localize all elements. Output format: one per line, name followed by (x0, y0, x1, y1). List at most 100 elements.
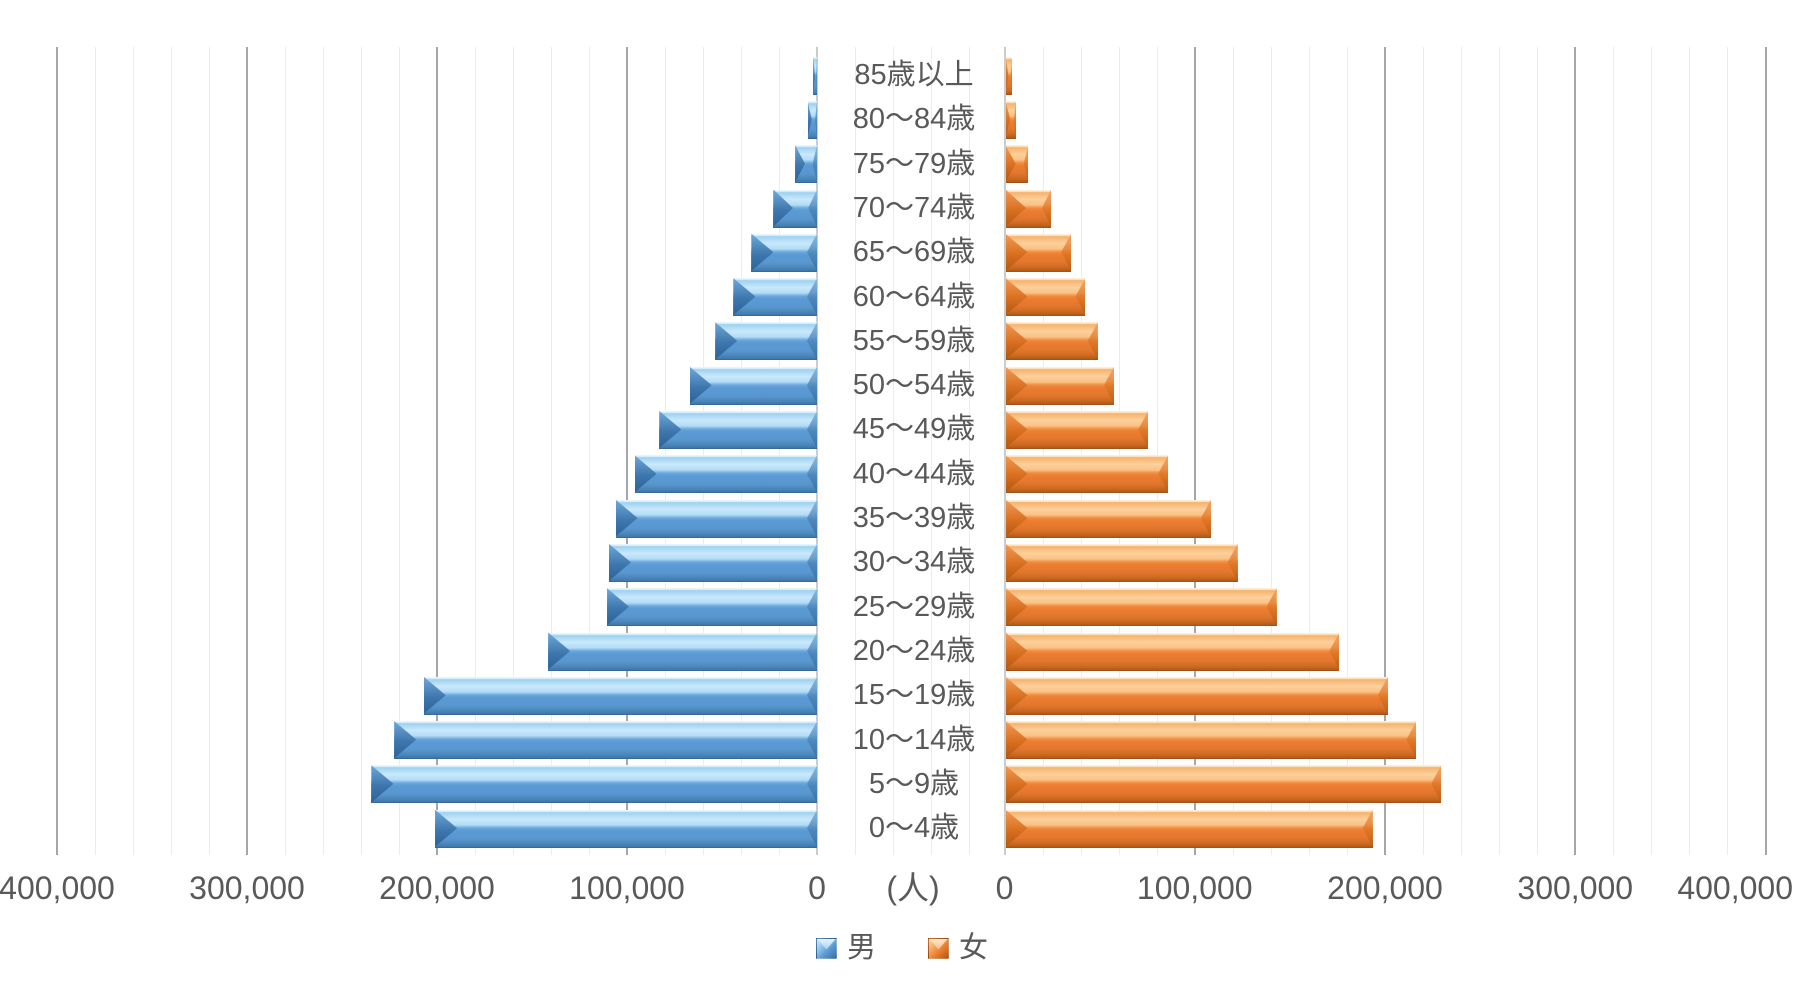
minor-gridline (1689, 47, 1691, 855)
major-gridline (1764, 47, 1767, 855)
major-gridline (1193, 47, 1196, 855)
male-bar-base-bevel (806, 233, 817, 271)
minor-gridline (323, 47, 324, 855)
male-bar (689, 366, 817, 405)
male-bar (548, 632, 817, 671)
male-bar-base-bevel (806, 455, 817, 493)
male-bar-base-bevel (806, 632, 817, 670)
female-bar-end-bevel (1087, 322, 1098, 360)
female-bar-end-bevel (1010, 56, 1013, 94)
male-bar-end-bevel (371, 765, 394, 803)
female-bar-base-bevel (1005, 56, 1009, 94)
legend-label: 男 (846, 932, 876, 964)
female-bar-end-bevel (1406, 721, 1417, 759)
male-bar (435, 809, 817, 848)
male-bar-end-bevel (751, 233, 774, 271)
category-label: 50〜54歳 (852, 369, 976, 402)
male-bar (773, 189, 817, 228)
minor-gridline (779, 47, 780, 855)
male-bar-base-bevel (812, 145, 817, 183)
male-bar (813, 56, 817, 95)
category-label: 55〜59歳 (852, 324, 976, 357)
minor-gridline (1232, 47, 1234, 855)
female-bar-base-bevel (1005, 721, 1028, 759)
male-bar (608, 543, 817, 582)
minor-gridline (1118, 47, 1120, 855)
category-label: 45〜49歳 (852, 413, 976, 446)
category-label: 80〜84歳 (852, 103, 976, 136)
female-bar-base-bevel (1005, 366, 1028, 404)
male-bar-base-bevel (815, 100, 817, 138)
male-bar (607, 588, 817, 627)
male-bar-end-bevel (689, 366, 712, 404)
male-bar (634, 455, 817, 494)
legend-item-female: 女 (928, 931, 988, 965)
female-bar-end-bevel (1158, 455, 1169, 493)
minor-gridline (741, 47, 742, 855)
category-label: 30〜34歳 (852, 546, 976, 579)
minor-gridline (1537, 47, 1539, 855)
x-tick-label-right: 0 (995, 870, 1014, 906)
zero-axis-line (816, 47, 818, 855)
category-label: 60〜64歳 (852, 280, 976, 313)
minor-gridline (399, 47, 400, 855)
female-bar-base-bevel (1005, 543, 1028, 581)
female-bar-end-bevel (1061, 233, 1072, 271)
minor-gridline (1727, 47, 1729, 855)
minor-gridline (171, 47, 172, 855)
female-bar-end-bevel (1200, 499, 1211, 537)
minor-gridline (969, 47, 970, 855)
male-bar (715, 322, 817, 361)
female-bar-end-bevel (1362, 809, 1373, 847)
male-bar-end-bevel (435, 809, 458, 847)
male-bar (615, 499, 817, 538)
male-bar-base-bevel (806, 322, 817, 360)
male-bar-end-bevel (733, 278, 756, 316)
major-gridline (56, 47, 58, 855)
category-label: 25〜29歳 (852, 590, 976, 623)
female-legend-marker-icon (928, 937, 949, 959)
male-bar-end-bevel (773, 189, 793, 227)
female-bar-base-bevel (1005, 233, 1028, 271)
category-label: 75〜79歳 (852, 147, 976, 180)
female-bar (1005, 455, 1169, 494)
minor-gridline (1346, 47, 1348, 855)
male-bar-end-bevel (795, 145, 805, 183)
female-bar-base-bevel (1005, 145, 1016, 183)
minor-gridline (855, 47, 856, 855)
minor-gridline (931, 47, 932, 855)
male-bar (795, 145, 817, 184)
category-label: 0〜4歳 (868, 812, 960, 845)
minor-gridline (209, 47, 210, 855)
category-label: 10〜14歳 (852, 723, 976, 756)
male-bar-base-bevel (806, 543, 817, 581)
male-bar (807, 100, 817, 139)
male-bar-base-bevel (806, 499, 817, 537)
x-tick-label-left: 400,000 (0, 870, 115, 906)
minor-gridline (285, 47, 286, 855)
male-bar (751, 233, 817, 272)
male-bar (733, 278, 817, 317)
category-label: 65〜69歳 (852, 236, 976, 269)
male-bar-end-bevel (615, 499, 638, 537)
legend-item-male: 男 (815, 931, 876, 965)
male-bar-base-bevel (806, 411, 817, 448)
male-bar-base-bevel (806, 809, 817, 847)
minor-gridline (589, 47, 590, 855)
minor-gridline (1651, 47, 1653, 855)
category-label: 40〜44歳 (852, 457, 976, 490)
minor-gridline (1156, 47, 1158, 855)
x-tick-label-right: 200,000 (1327, 870, 1443, 906)
female-bar-base-bevel (1005, 411, 1028, 448)
x-tick-label-left: 200,000 (379, 870, 495, 906)
female-bar-end-bevel (1075, 278, 1086, 316)
female-bar-end-bevel (1227, 543, 1238, 581)
male-bar-end-bevel (715, 322, 738, 360)
male-bar-end-bevel (394, 721, 417, 759)
male-bar-base-bevel (806, 676, 817, 714)
male-bar-base-bevel (806, 765, 817, 803)
male-bar-base-bevel (806, 278, 817, 316)
minor-gridline (1423, 47, 1425, 855)
minor-gridline (1308, 47, 1310, 855)
